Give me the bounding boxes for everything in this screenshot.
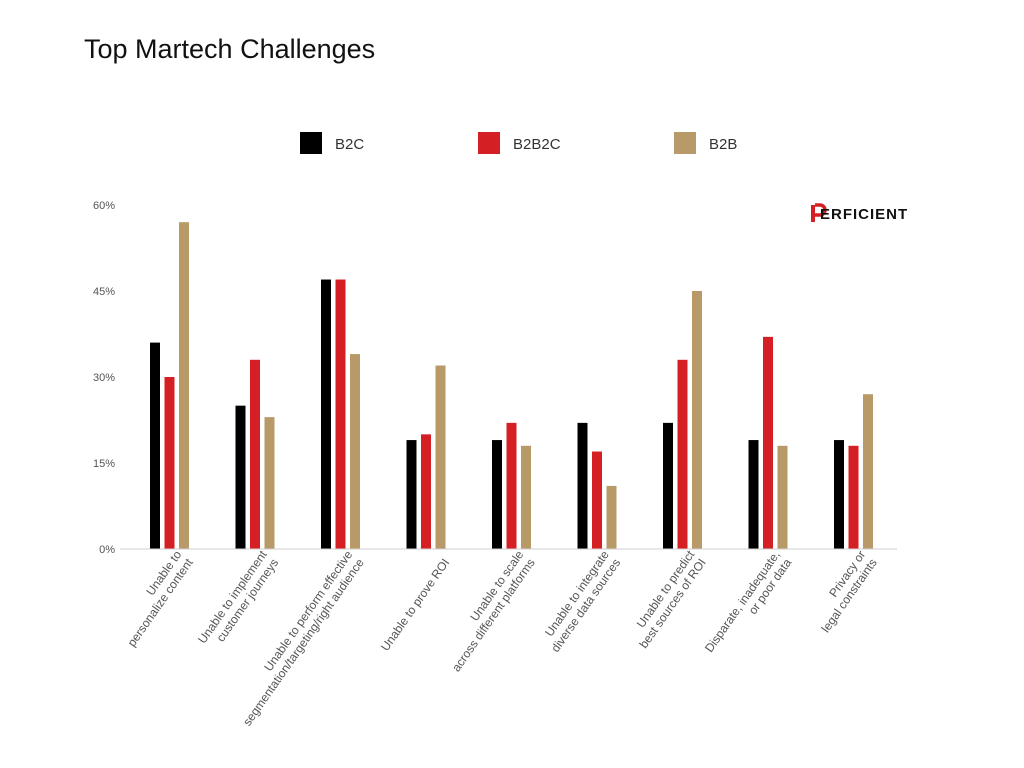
bar-b2c: [748, 440, 759, 549]
bar-b2b2c: [677, 359, 688, 549]
bar-b2b: [863, 394, 873, 549]
bar-b2b2c: [506, 422, 517, 549]
x-category-label: Disparate, inadequate,or poor data: [702, 548, 794, 663]
bars: [150, 222, 873, 549]
logo-mark-bar: [811, 205, 815, 222]
chart-title: Top Martech Challenges: [84, 34, 376, 64]
y-tick-label: 60%: [93, 200, 115, 212]
bar-b2b: [435, 365, 446, 549]
bar-b2c: [663, 422, 673, 549]
bar-b2b2c: [335, 279, 346, 549]
y-axis: 0% 15% 30% 45% 60%: [93, 200, 115, 556]
x-category-label: Unable to integratediverse data sources: [537, 548, 624, 655]
bar-b2b2c: [250, 359, 260, 549]
x-category-label: Privacy orlegal constraints: [807, 548, 880, 635]
y-tick-label: 0%: [99, 544, 115, 556]
bar-b2c: [492, 440, 502, 549]
legend-label-b2b: B2B: [709, 136, 737, 153]
bar-b2b: [606, 485, 617, 549]
logo-wordmark: ERFICIENT: [820, 206, 908, 223]
y-tick-label: 15%: [93, 458, 115, 470]
bar-b2b2c: [763, 336, 773, 549]
bar-b2b: [521, 445, 531, 549]
legend: B2C B2B2C B2B: [300, 132, 737, 154]
bar-b2b: [264, 417, 275, 549]
legend-swatch-b2c: [300, 132, 322, 154]
bar-b2c: [406, 440, 417, 549]
x-axis-labels: Unable topersonalize content Unable to im…: [113, 547, 880, 728]
legend-swatch-b2b: [674, 132, 696, 154]
y-tick-label: 45%: [93, 286, 115, 298]
x-category-label: Unable to scaleacross different platform…: [438, 548, 538, 675]
bar-b2b2c: [592, 451, 602, 549]
legend-swatch-b2b2c: [478, 132, 500, 154]
bar-b2c: [321, 279, 331, 549]
legend-label-b2b2c: B2B2C: [513, 136, 561, 153]
x-category-label: Unable to prove ROI: [378, 556, 452, 654]
bar-b2b2c: [421, 434, 431, 549]
x-category-label: Unable to predictbest sources of ROI: [625, 547, 709, 650]
bar-b2c: [834, 440, 844, 549]
bar-b2b: [777, 445, 788, 549]
bar-b2c: [150, 342, 160, 549]
perficient-logo: ERFICIENT: [811, 203, 908, 223]
logo-mark-bowl: [815, 203, 827, 217]
bar-b2b2c: [164, 377, 175, 549]
x-category-label-line: Unable to prove ROI: [378, 556, 452, 654]
x-category-label: Unable to implementcustomer journeys: [195, 547, 281, 654]
x-category-label-line: across different platforms: [449, 556, 538, 674]
legend-label-b2c: B2C: [335, 136, 364, 153]
bar-b2c: [235, 405, 246, 549]
bar-b2b: [692, 291, 702, 549]
bar-b2b: [179, 222, 189, 549]
bar-b2b: [350, 354, 360, 549]
x-category-label: Unable topersonalize content: [113, 547, 196, 649]
bar-b2b2c: [848, 445, 859, 549]
bar-b2c: [577, 422, 588, 549]
y-tick-label: 30%: [93, 372, 115, 384]
x-category-label-line: Disparate, inadequate,: [702, 548, 783, 655]
